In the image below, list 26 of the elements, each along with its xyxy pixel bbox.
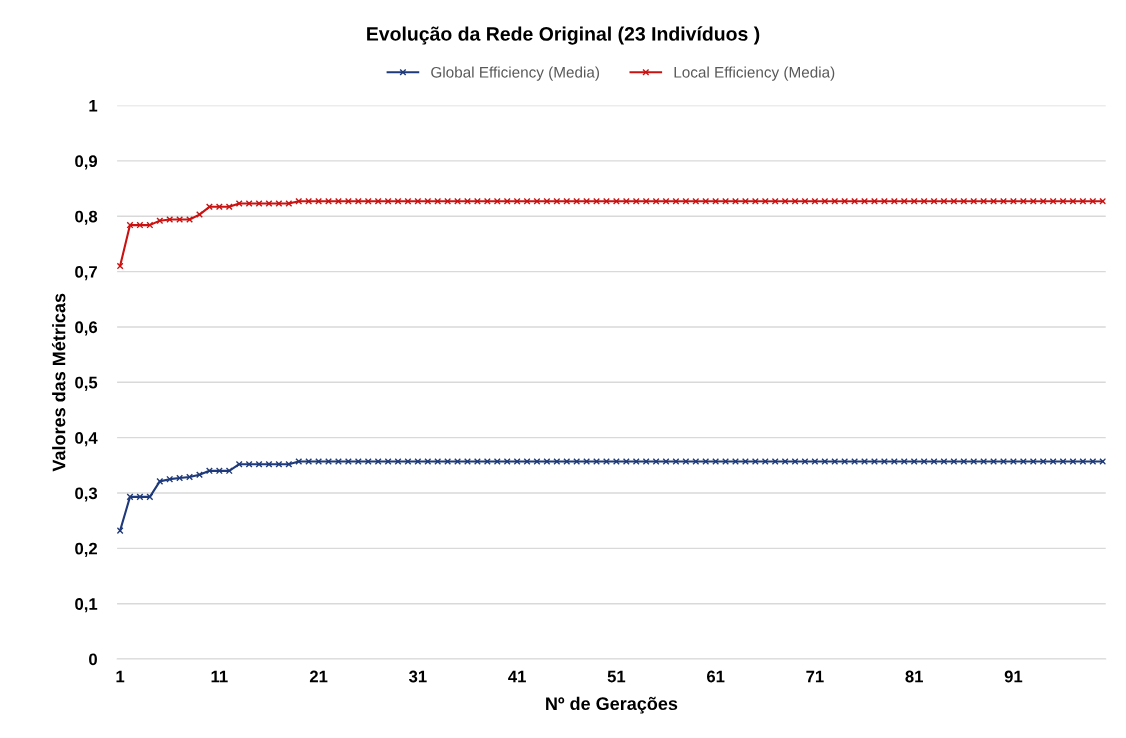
x-tick-label: 41: [508, 670, 526, 683]
y-tick-label: 0,2: [75, 542, 97, 557]
y-tick-label: 0,9: [75, 155, 98, 170]
x-tick-label: 81: [905, 670, 923, 683]
x-tick-label: 91: [1004, 670, 1023, 683]
y-tick-label: 0,1: [75, 598, 98, 613]
y-tick-label: 0,4: [75, 432, 98, 447]
y-tick-label: 0: [89, 653, 97, 666]
y-tick-label: 0,8: [75, 210, 98, 225]
legend-label: Global Efficiency (Media): [431, 66, 600, 81]
legend-label: Local Efficiency (Media): [674, 66, 835, 81]
x-axis-title: Nº de Gerações: [546, 696, 678, 714]
y-tick-label: 0,6: [75, 321, 98, 336]
y-tick-label: 0,3: [75, 487, 98, 502]
x-tick-label: 11: [211, 670, 228, 683]
y-tick-label: 0,5: [75, 376, 98, 391]
y-axis-title: Valores das Métricas: [51, 293, 66, 472]
x-tick-label: 21: [309, 670, 328, 683]
y-tick-label: 0,7: [75, 265, 97, 281]
chart-title: Evolução da Rede Original (23 Indivíduos ): [367, 26, 760, 45]
x-tick-label: 51: [607, 670, 626, 683]
x-tick-label: 31: [408, 670, 427, 683]
y-tick-label: 1: [89, 100, 98, 112]
x-tick-label: 61: [706, 670, 725, 683]
x-tick-label: 1: [116, 670, 125, 683]
x-tick-label: 71: [806, 670, 824, 683]
